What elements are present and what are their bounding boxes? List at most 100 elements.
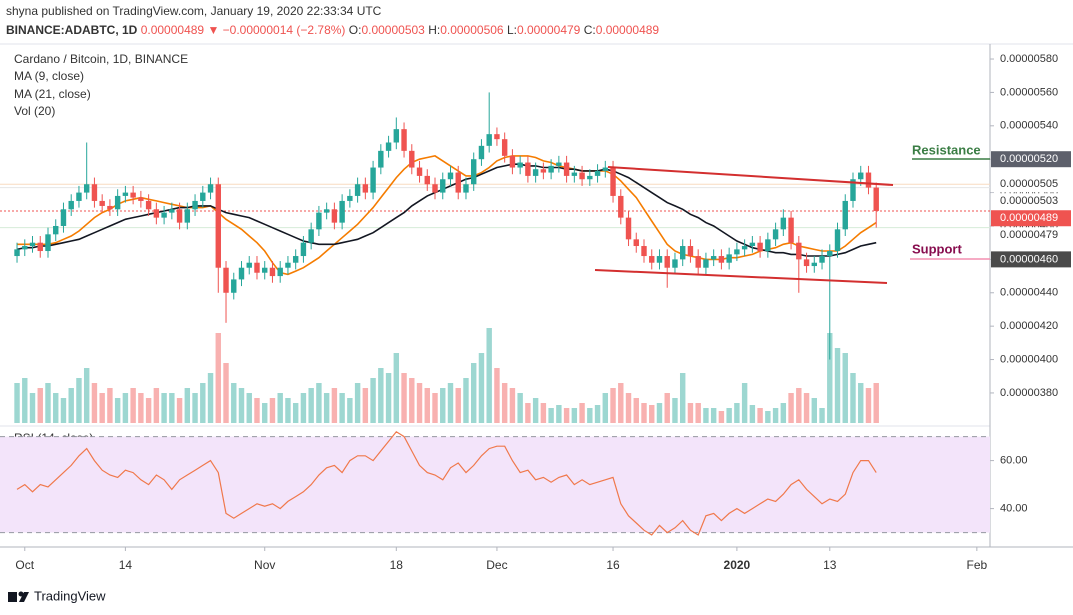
published: shyna published on TradingView.com, Janu… — [6, 4, 382, 18]
candle-body — [114, 195, 121, 210]
candle-body — [161, 212, 167, 218]
volume-bar — [718, 411, 725, 423]
volume-bar — [703, 408, 709, 423]
volume-bar — [494, 368, 500, 423]
volume-bar — [556, 405, 562, 423]
volume-bar — [726, 408, 732, 423]
candle-body — [269, 267, 276, 277]
volume-bar — [587, 408, 593, 423]
volume-bar — [246, 393, 252, 423]
volume-bar — [819, 408, 825, 423]
volume-bar — [532, 398, 539, 423]
candle-body — [370, 167, 376, 193]
rsi-line — [16, 431, 877, 536]
support-line — [594, 269, 888, 284]
volume-bar — [540, 403, 547, 423]
x-tick-label: 14 — [119, 558, 133, 572]
volume-bar — [772, 408, 779, 423]
candle-body — [447, 172, 454, 180]
candle-body — [192, 200, 198, 210]
candle-body — [83, 184, 90, 193]
candle-body — [378, 150, 384, 168]
candle-body — [540, 169, 547, 173]
candle-body — [571, 172, 578, 176]
candle-body — [246, 262, 252, 268]
y-tick-label: 0.00000420 — [1000, 320, 1058, 332]
candle-body — [107, 205, 113, 210]
volume-bar — [14, 383, 20, 423]
candle-body — [749, 242, 756, 247]
volume-bar — [796, 388, 802, 423]
price-label: 0.00000460 — [1000, 253, 1058, 265]
candle-body — [169, 209, 175, 213]
volume-bar — [548, 408, 554, 423]
volume-bar — [362, 388, 369, 423]
candle-body — [509, 155, 516, 168]
volume-bar — [811, 398, 818, 423]
volume-bar — [378, 368, 384, 423]
volume-bar — [788, 393, 794, 423]
volume-bar — [842, 353, 848, 423]
candle-body — [277, 267, 283, 277]
candle-body — [223, 267, 229, 293]
price-label: 0.00000479 — [1000, 229, 1058, 241]
rsi-band — [0, 436, 990, 533]
x-tick-label: Nov — [254, 558, 275, 572]
volume-bar — [354, 383, 361, 423]
resistance-line — [607, 166, 894, 186]
volume-bar — [463, 378, 469, 423]
candle-body — [323, 209, 330, 213]
price-label: 0.00000503 — [1000, 195, 1058, 207]
volume-bar — [323, 393, 330, 423]
volume-bar — [741, 383, 748, 423]
candle-body — [331, 209, 338, 223]
candle-body — [45, 234, 51, 252]
candle-body — [254, 262, 260, 273]
volume-bar — [471, 363, 477, 423]
candle-body — [440, 179, 446, 193]
volume-bar — [478, 353, 485, 423]
price-label-box — [991, 210, 1071, 227]
volume-bar — [424, 388, 430, 423]
candle-body — [354, 184, 361, 196]
volume-bar — [710, 408, 717, 423]
volume-bar — [834, 348, 841, 423]
volume-bar — [184, 388, 191, 423]
candle-body — [664, 256, 670, 268]
volume-bar — [300, 393, 307, 423]
candle-body — [471, 159, 477, 185]
volume-bar — [29, 393, 36, 423]
candle-body — [145, 200, 152, 210]
candle-body — [532, 169, 539, 176]
volume-bar — [99, 393, 105, 423]
candle-body — [463, 184, 469, 193]
candle-body — [53, 225, 59, 235]
volume-bar — [76, 378, 82, 423]
candle-body — [741, 246, 748, 250]
volume-bar — [285, 398, 291, 423]
candle-body — [385, 142, 392, 151]
candle-body — [200, 192, 206, 201]
price-label-box — [991, 251, 1071, 268]
candle-body — [68, 200, 74, 210]
candle-body — [873, 187, 879, 211]
volume-bar — [231, 383, 237, 423]
candle-body — [37, 242, 43, 252]
candle-body — [486, 134, 492, 146]
y-tick-label: 0.00000560 — [1000, 86, 1058, 98]
logo-mark — [19, 592, 29, 602]
candle-body — [625, 217, 632, 240]
candle-body — [687, 246, 694, 257]
candle-body — [803, 259, 810, 267]
volume-bar — [169, 393, 175, 423]
volume-bar — [641, 403, 647, 423]
volume-bar — [269, 398, 276, 423]
volume-bar — [316, 383, 322, 423]
candle-body — [827, 251, 833, 257]
volume-bar — [68, 388, 74, 423]
candle-body — [563, 162, 570, 176]
candle-body — [579, 172, 585, 180]
volume-bar — [207, 373, 214, 423]
candle-body — [130, 192, 136, 198]
